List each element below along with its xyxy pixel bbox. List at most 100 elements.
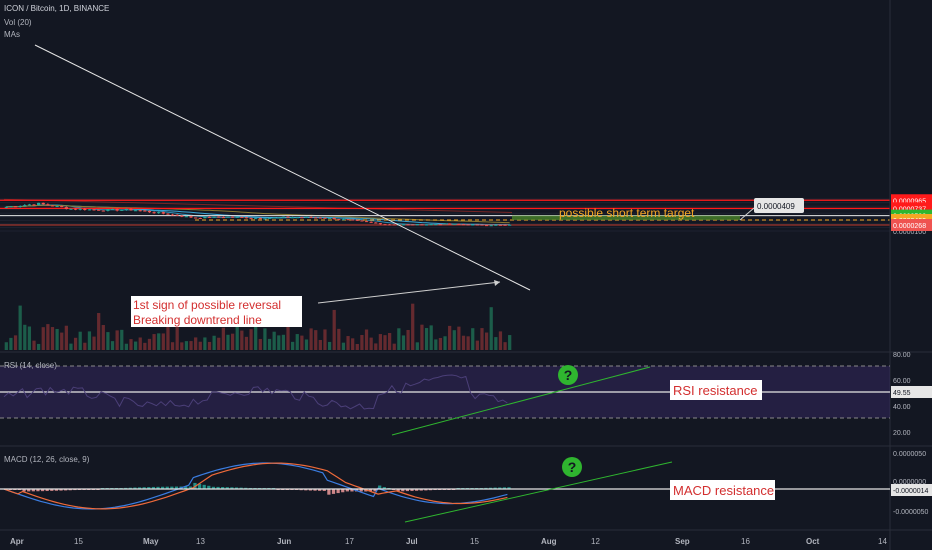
volume-bar xyxy=(503,342,507,350)
macd-bar xyxy=(410,489,414,491)
macd-bar xyxy=(64,489,68,491)
candle-body xyxy=(143,210,147,212)
candle-body xyxy=(120,209,124,211)
candle-body xyxy=(369,221,373,223)
volume-bar xyxy=(92,336,96,350)
macd-bar xyxy=(382,487,386,489)
volume-bar xyxy=(281,334,286,350)
candle-body xyxy=(383,224,387,226)
candle-body xyxy=(124,208,128,210)
macd-bar xyxy=(142,487,146,489)
candle-body xyxy=(267,217,272,219)
candle-body xyxy=(341,219,346,221)
volume-bar xyxy=(332,309,336,350)
macd-bar xyxy=(502,487,506,489)
candle-body xyxy=(194,217,198,219)
macd-question-icon xyxy=(562,457,582,477)
candle-body xyxy=(4,206,8,208)
volume-bar xyxy=(134,341,138,350)
volume-bar xyxy=(494,337,498,350)
macd-bar xyxy=(170,486,174,489)
volume-bar xyxy=(443,336,447,350)
volume-bar xyxy=(203,337,207,350)
volume-bar xyxy=(147,338,152,350)
rsi-axis: 80.00 60.00 40.00 20.00 49.55 xyxy=(891,352,932,437)
volume-label: Vol (20) xyxy=(4,18,32,27)
price-tick: 0.0000100 xyxy=(893,229,926,236)
candle-body xyxy=(457,223,461,225)
volume-bar xyxy=(97,313,101,350)
volume-bar xyxy=(184,341,189,350)
volume-bar xyxy=(323,329,327,350)
volume-bar xyxy=(166,325,170,350)
volume-bar xyxy=(498,331,503,350)
time-axis[interactable]: Apr 15 May 13 Jun 17 Jul 15 Aug 12 Sep 16 Oct 14 xyxy=(10,537,887,546)
mas-label: MAs xyxy=(4,30,20,39)
macd-bar xyxy=(488,487,493,489)
macd-bar xyxy=(345,489,349,492)
rsi-resistance-bg xyxy=(670,380,762,400)
volume-bar xyxy=(83,342,87,350)
candle-body xyxy=(175,214,179,216)
candle-body xyxy=(207,216,212,218)
volume-bar xyxy=(23,324,27,350)
volume-bar xyxy=(277,335,281,350)
time-tick: 15 xyxy=(74,537,83,546)
volume-bar xyxy=(351,338,355,350)
time-tick: 15 xyxy=(470,537,479,546)
candle-body xyxy=(78,208,82,210)
volume-bar xyxy=(401,335,406,350)
macd-line xyxy=(3,462,508,510)
volume-bar xyxy=(32,340,36,350)
macd-label: MACD (12, 26, close, 9) xyxy=(4,455,90,464)
volume-bar xyxy=(78,331,82,350)
macd-bar xyxy=(304,489,308,491)
candle-body xyxy=(147,210,152,213)
volume-bar xyxy=(175,311,179,350)
volume-bar xyxy=(120,329,124,350)
macd-bar xyxy=(493,487,497,489)
candle-body xyxy=(360,220,364,222)
macd-bar xyxy=(165,486,169,489)
volume-bar xyxy=(60,332,64,350)
candle-body xyxy=(429,224,433,226)
candle-body xyxy=(166,213,170,215)
candle-body xyxy=(9,206,13,208)
volume-bar xyxy=(170,342,175,350)
macd-question-mark: ? xyxy=(568,459,577,475)
macd-bar xyxy=(137,487,142,489)
volume-bar xyxy=(69,343,73,350)
macd-bar xyxy=(239,487,243,489)
candle-body xyxy=(327,217,332,219)
volume-bar xyxy=(46,324,50,350)
candle-body xyxy=(475,224,479,226)
time-tick: 16 xyxy=(741,537,750,546)
macd-bar xyxy=(31,489,35,492)
candle-body xyxy=(337,219,341,221)
macd-tick: 0.0000050 xyxy=(893,451,926,458)
candle-body xyxy=(503,224,507,226)
macd-bar xyxy=(202,484,206,489)
volume-bar xyxy=(27,326,32,350)
volume-bar xyxy=(194,337,198,350)
callout-pointer xyxy=(739,207,755,221)
volume-bar xyxy=(341,342,346,350)
candle-body xyxy=(471,224,475,226)
candle-body xyxy=(106,209,110,211)
volume-bar xyxy=(415,342,419,350)
rsi-trendline xyxy=(391,366,651,436)
macd-bar xyxy=(147,487,151,489)
volume-bar xyxy=(226,334,230,350)
volume-bar xyxy=(50,327,55,350)
rsi-line xyxy=(3,374,508,410)
candle-body xyxy=(41,202,45,205)
candle-body xyxy=(295,217,299,219)
reversal-arrow xyxy=(317,281,501,304)
time-tick: 17 xyxy=(345,537,354,546)
volume-bar xyxy=(355,343,359,350)
macd-bar xyxy=(373,489,377,492)
candle-body xyxy=(415,224,419,226)
volume-bar xyxy=(438,337,443,350)
macd-bar xyxy=(396,489,400,492)
